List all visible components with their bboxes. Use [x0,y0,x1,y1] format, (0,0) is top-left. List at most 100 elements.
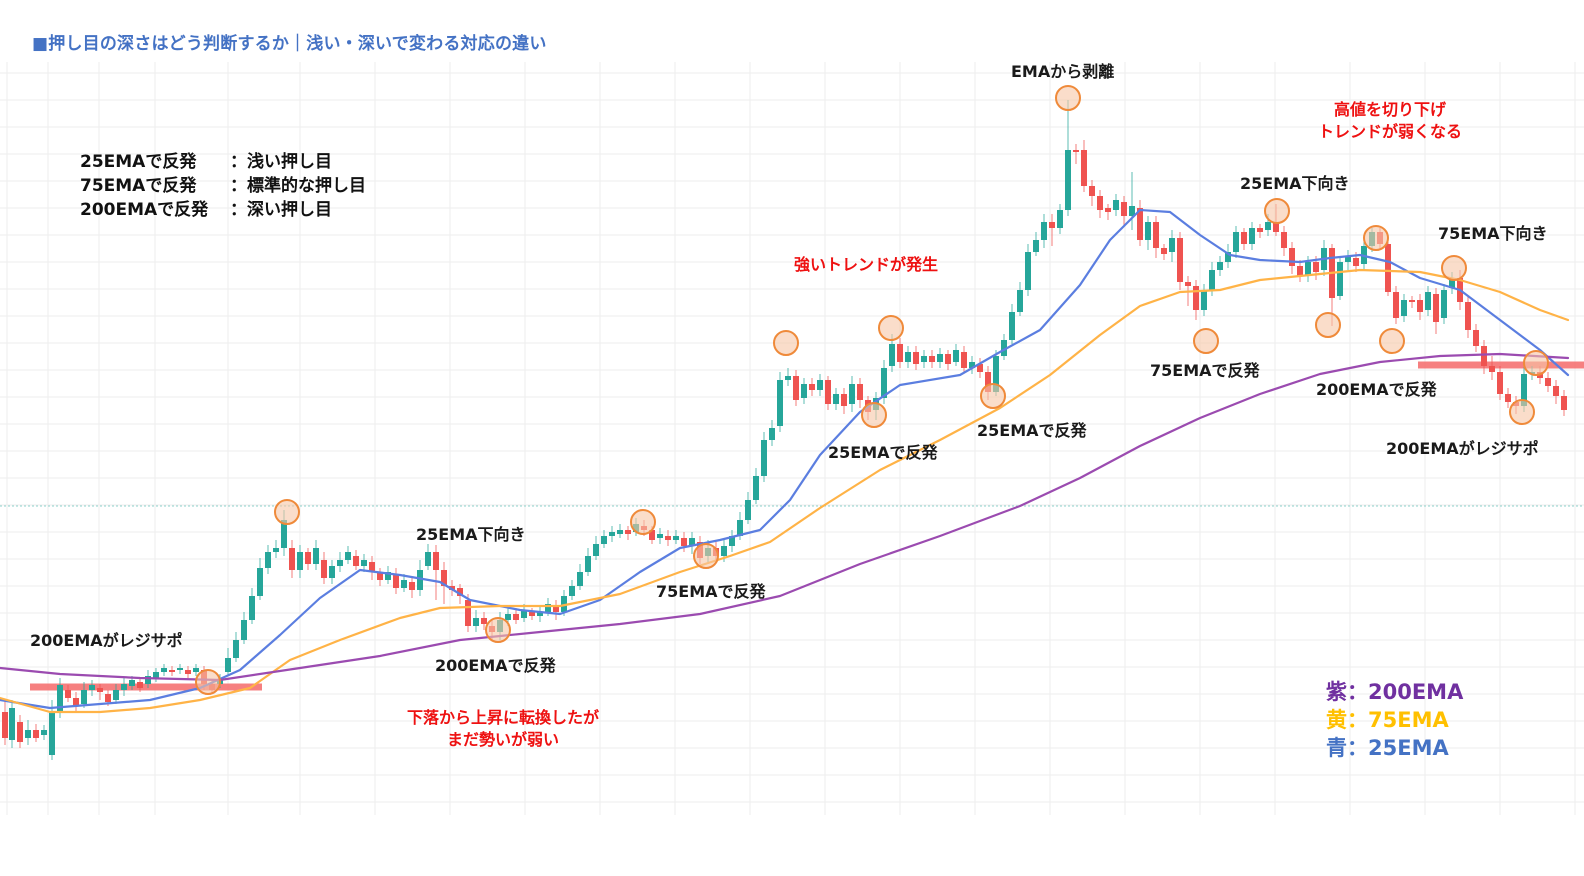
candle-body [1441,290,1447,318]
candle-body [513,614,519,620]
ema-color-legend: 紫：200EMA 黄：75EMA 青：25EMA [1326,678,1463,762]
highlight-circle-marker [1509,399,1535,425]
candle-body [153,672,159,678]
candle-body [281,520,287,548]
candle-body [361,560,367,566]
candle-body [1417,300,1423,312]
candle-body [73,698,79,706]
candle-body [1009,312,1015,340]
candle-body [825,380,831,404]
highlight-circle-marker [693,543,719,569]
candle-body [161,668,167,672]
candle-body [1305,262,1311,276]
annotation-200ema-bounce-2: 200EMAで反発 [1316,380,1437,399]
highlight-circle-marker [630,509,656,535]
candle-body [1289,248,1295,266]
candle-body [1425,292,1431,310]
candle-body [289,548,295,570]
annotation-200ema-resup-left: 200EMAがレジサポ [30,631,183,650]
highlight-circle-marker [1055,85,1081,111]
candle-body [1257,228,1263,232]
candle-body [97,688,103,692]
candle-body [1473,330,1479,346]
annotation-75ema-bounce-2: 75EMAで反発 [1150,361,1260,380]
candle-body [585,556,591,572]
candle-body [297,552,303,570]
candle-body [433,552,439,570]
candle-body [1433,294,1439,322]
candle-body [249,596,255,620]
candle-body [393,574,399,588]
candle-body [945,354,951,364]
candle-body [889,344,895,366]
candle-body [841,394,847,406]
candle-body [1505,394,1511,402]
ema-line-25ema [0,208,1570,710]
highlight-circle-marker [274,499,300,525]
highlight-circle-marker [980,383,1006,409]
candle-body [41,730,47,735]
legend-25ema: 青：25EMA [1326,736,1449,760]
candle-body [121,684,127,690]
candle-body [105,694,111,702]
candle-body [1521,374,1527,406]
candle-body [81,690,87,704]
candle-body [1545,378,1551,386]
candle-body [1249,228,1255,244]
candle-body [1489,366,1495,372]
candle-body [921,356,927,362]
candle-body [1337,262,1343,296]
candle-body [225,658,231,672]
candle-body [353,556,359,566]
highlight-circle-marker [485,617,511,643]
candle-body [1097,196,1103,210]
candle-body [561,596,567,612]
candle-body [25,730,31,738]
ema-line-200ema [0,352,1570,682]
candle-body [1121,202,1127,216]
annotation-reversal: 下落から上昇に転換したが まだ勢いが弱い [406,708,599,749]
highlight-circle-marker [773,330,799,356]
candle-body [305,552,311,564]
candle-body [545,604,551,612]
candle-body [465,600,471,626]
candle-body [1241,232,1247,244]
annotation-200ema-resup-right: 200EMAがレジサポ [1386,439,1539,458]
candle-body [833,394,839,404]
candle-body [1137,208,1143,240]
candle-body [1129,206,1135,216]
candle-body [1497,372,1503,394]
candle-body [609,532,615,536]
candle-body [129,680,135,686]
candle-body [17,722,23,742]
candle-body [577,572,583,586]
candle-body [569,586,575,596]
candle-body [409,582,415,590]
candle-body [1057,210,1063,228]
candle-body [1033,240,1039,252]
candle-body [1089,186,1095,196]
candle-body [929,356,935,362]
candle-body [737,520,743,536]
candle-body [65,690,71,698]
candle-body [1065,150,1071,210]
candle-body [233,640,239,658]
annotation-strong-trend: 強いトレンドが発生 [794,255,939,274]
candle-body [1017,290,1023,312]
candle-body [1161,248,1167,254]
candle-body [969,362,975,368]
candle-body [1225,252,1231,262]
candle-body [937,354,943,362]
candle-body [1481,346,1487,366]
candle-body [1401,300,1407,316]
candle-body [273,548,279,552]
ema-line-75ema [0,268,1570,714]
candle-body [905,352,911,362]
candle-body [689,538,695,546]
candle-body [857,384,863,400]
candle-body [1001,340,1007,356]
candle-body [1273,222,1279,232]
candle-body [1169,238,1175,252]
candle-body [1193,286,1199,310]
